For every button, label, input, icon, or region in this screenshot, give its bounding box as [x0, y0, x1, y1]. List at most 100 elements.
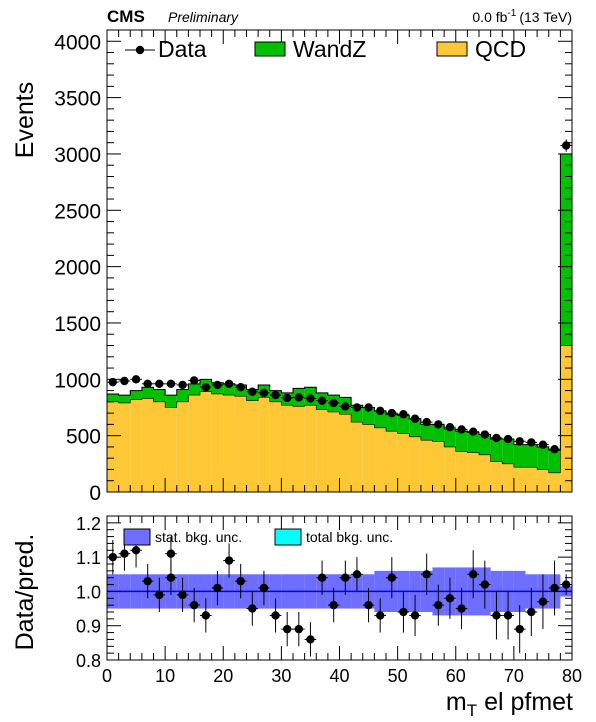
ratio-point — [445, 594, 455, 603]
ratio-point — [550, 583, 559, 593]
wandz-bar — [176, 389, 189, 402]
data-point — [189, 376, 199, 385]
ratio-point — [282, 624, 292, 634]
wandz-bar — [548, 450, 561, 473]
qcd-bar — [316, 409, 328, 492]
ratio-y-tick-label: 0.9 — [76, 617, 101, 637]
qcd-bar — [200, 391, 212, 492]
qcd-bar — [130, 399, 142, 492]
qcd-bar — [479, 454, 491, 492]
ratio-point — [399, 607, 408, 617]
qcd-bar — [537, 469, 549, 492]
ratio-point — [224, 556, 234, 565]
qcd-bar — [490, 461, 503, 492]
wandz-bar — [351, 405, 363, 423]
lumi-value: 0.0 fb — [472, 9, 507, 25]
qcd-bar — [281, 405, 293, 492]
data-point — [317, 396, 327, 405]
wandz-bar — [420, 424, 433, 441]
ratio-point — [457, 604, 466, 613]
qcd-bar — [165, 407, 177, 492]
data-point — [352, 403, 362, 412]
wandz-bar — [444, 428, 456, 447]
data-point — [131, 375, 141, 384]
data-point — [329, 398, 338, 408]
data-point — [143, 379, 152, 389]
wandz-bar — [107, 393, 119, 402]
qcd-bar — [304, 405, 317, 492]
main-y-tick-label: 500 — [66, 426, 101, 449]
ratio-point — [410, 611, 420, 620]
ratio-y-axis-title: Data/pred. — [11, 534, 39, 651]
wandz-bar — [560, 153, 572, 346]
x-tick-label: 40 — [329, 666, 349, 686]
wandz-bar — [467, 432, 479, 453]
ratio-point — [387, 573, 397, 582]
legend-label: QCD — [475, 36, 526, 62]
ratio-legend-box — [274, 528, 302, 546]
data-point — [108, 377, 118, 387]
main-y-axis-title: Events — [11, 82, 39, 158]
x-axis-title: mT el pfmet — [446, 688, 573, 720]
ratio-point — [271, 611, 280, 620]
status-label: Preliminary — [168, 9, 239, 25]
x-tick-label: 0 — [102, 666, 112, 686]
ratio-point — [236, 576, 245, 586]
ratio-point — [422, 570, 431, 579]
ratio-legend-label: stat. bkg. unc. — [155, 529, 242, 545]
qcd-bar — [339, 414, 352, 492]
data-point — [259, 388, 269, 398]
x-tick-label: 60 — [446, 666, 466, 686]
wandz-bar — [409, 418, 421, 437]
wandz-bar — [386, 414, 398, 432]
qcd-bar — [397, 433, 410, 492]
wandz-bar — [188, 383, 200, 396]
qcd-bar — [386, 431, 398, 492]
qcd-bar — [455, 451, 468, 492]
x-axis-title-rest: el pfmet — [477, 688, 573, 716]
data-point — [492, 433, 501, 443]
qcd-bar — [211, 393, 224, 492]
ratio-point — [492, 611, 501, 620]
ratio-point — [189, 600, 199, 610]
wandz-bar — [374, 410, 386, 428]
ratio-point — [480, 580, 490, 589]
qcd-bar — [141, 398, 154, 492]
qcd-bar — [293, 406, 305, 492]
data-point — [503, 434, 513, 444]
qcd-bar — [176, 401, 189, 492]
ratio-legend-box — [123, 528, 151, 546]
wandz-bar — [490, 439, 503, 462]
data-point — [341, 402, 350, 411]
ratio-point — [317, 573, 327, 582]
data-point — [201, 383, 211, 392]
qcd-bar — [502, 463, 514, 492]
data-point — [375, 406, 385, 416]
data-point — [306, 394, 315, 403]
qcd-bar — [188, 395, 200, 492]
ratio-point — [213, 583, 222, 593]
wandz-bar — [513, 444, 526, 468]
qcd-bar — [246, 400, 259, 492]
wandz-bar — [432, 424, 445, 442]
qcd-bar — [258, 397, 270, 492]
data-point — [282, 393, 292, 403]
qcd-bar — [374, 427, 386, 492]
ratio-point — [294, 624, 304, 634]
ratio-point — [201, 611, 211, 620]
data-point — [410, 414, 420, 423]
ratio-legend-label: total bkg. unc. — [306, 529, 393, 545]
wandz-bar — [397, 415, 410, 434]
ratio-y-tick-label: 0.8 — [76, 651, 101, 671]
wandz-bar — [362, 407, 375, 425]
wandz-bar — [118, 395, 131, 403]
qcd-bar — [409, 436, 421, 492]
ratio-point — [527, 607, 536, 617]
ratio-point — [503, 611, 513, 620]
legend-box — [254, 41, 286, 57]
qcd-bar — [351, 422, 363, 492]
wandz-bar — [223, 383, 235, 396]
ratio-point — [375, 611, 385, 620]
x-tick-label: 10 — [155, 666, 175, 686]
